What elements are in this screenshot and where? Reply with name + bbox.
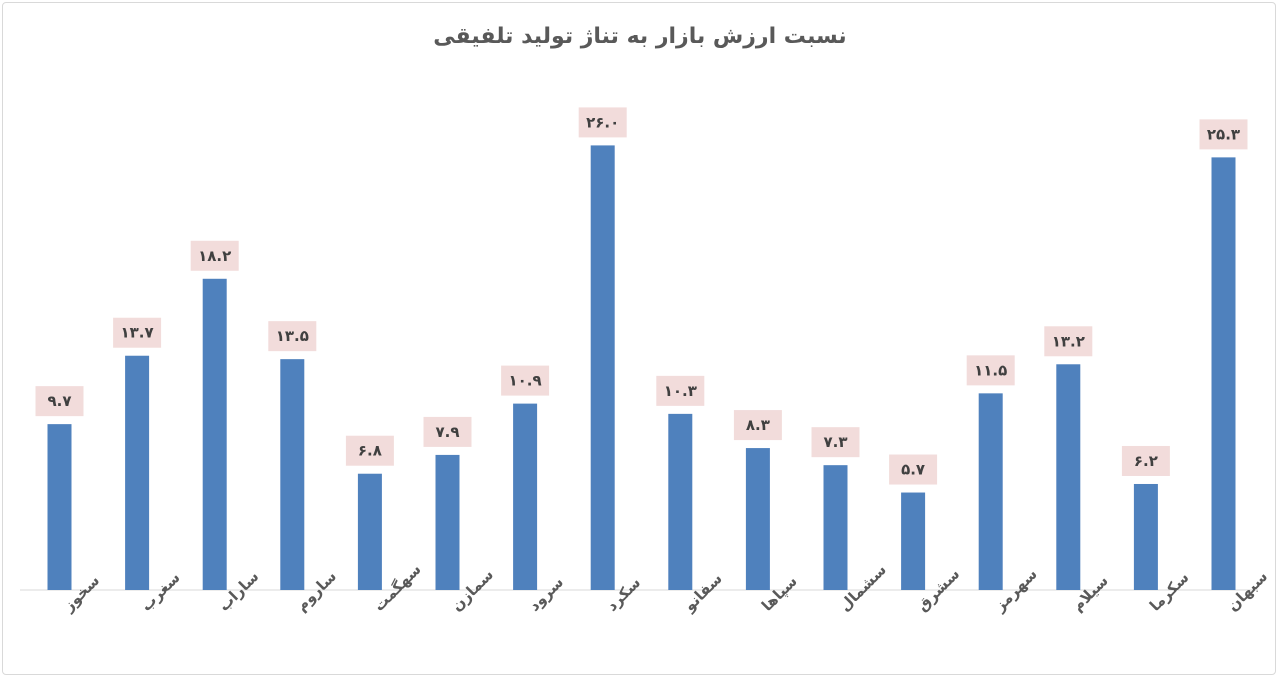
- bar-6: [435, 454, 460, 590]
- bar-14: [1056, 364, 1081, 590]
- bar-12: [901, 492, 926, 590]
- value-label-9: ۱۰.۳: [664, 382, 697, 400]
- value-label-13: ۱۱.۵: [974, 361, 1007, 379]
- value-label-bg-6: [423, 416, 472, 447]
- bar-1: [47, 424, 72, 590]
- value-label-8: ۲۶.۰: [586, 113, 619, 131]
- bar-7: [513, 403, 538, 590]
- value-label-14: ۱۳.۲: [1052, 332, 1085, 350]
- value-label-bg-9: [656, 375, 705, 406]
- chart-title: نسبت ارزش بازار به تناژ تولید تلفیقی: [433, 24, 847, 49]
- value-label-bg-10: [733, 410, 782, 441]
- value-label-1: ۹.۷: [47, 392, 71, 410]
- bar-11: [823, 465, 848, 590]
- bar-10: [745, 448, 770, 590]
- value-label-bg-16: [1199, 119, 1248, 150]
- value-label-bg-8: [578, 107, 627, 138]
- value-label-7: ۱۰.۹: [509, 372, 542, 390]
- value-label-bg-1: [35, 386, 84, 417]
- value-label-bg-3: [190, 240, 239, 271]
- value-label-bg-5: [345, 435, 394, 466]
- bar-15: [1133, 483, 1158, 590]
- value-label-10: ۸.۳: [746, 416, 770, 434]
- bar-8: [590, 145, 615, 590]
- bar-13: [978, 393, 1003, 590]
- value-label-2: ۱۳.۷: [121, 324, 154, 342]
- bar-16: [1211, 157, 1236, 590]
- value-label-6: ۷.۹: [435, 423, 459, 441]
- bar-3: [202, 278, 227, 590]
- bar-9: [668, 413, 693, 590]
- value-label-16: ۲۵.۳: [1207, 125, 1240, 143]
- value-label-bg-13: [966, 355, 1015, 386]
- bar-2: [125, 355, 150, 590]
- value-label-4: ۱۳.۵: [276, 327, 309, 345]
- value-label-bg-2: [113, 317, 162, 348]
- value-label-bg-12: [889, 454, 938, 485]
- value-label-3: ۱۸.۲: [198, 247, 231, 265]
- value-label-12: ۵.۷: [901, 461, 925, 479]
- bar-5: [357, 473, 382, 590]
- value-label-bg-14: [1044, 326, 1093, 357]
- value-label-bg-11: [811, 427, 860, 458]
- value-label-5: ۶.۸: [358, 442, 382, 460]
- value-label-bg-4: [268, 321, 317, 352]
- value-label-11: ۷.۳: [823, 433, 847, 451]
- value-label-15: ۶.۲: [1134, 452, 1158, 470]
- value-label-bg-15: [1121, 445, 1170, 476]
- value-label-bg-7: [501, 365, 550, 396]
- bar-4: [280, 359, 305, 590]
